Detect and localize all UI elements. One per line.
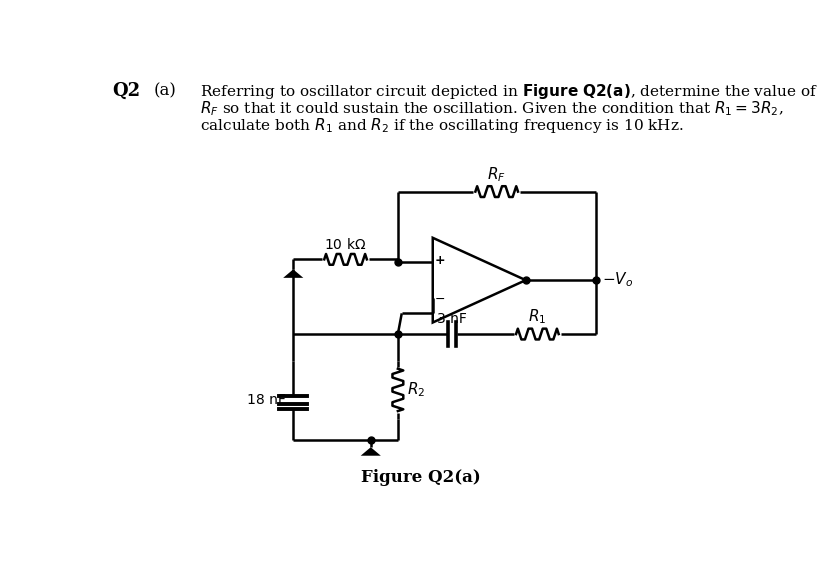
Text: $R_F$ so that it could sustain the oscillation. Given the condition that $R_1 = : $R_F$ so that it could sustain the oscil… <box>200 99 784 118</box>
Polygon shape <box>283 270 304 278</box>
Polygon shape <box>361 447 380 455</box>
Text: $R_2$: $R_2$ <box>407 381 425 399</box>
Text: 10 k$\Omega$: 10 k$\Omega$ <box>324 237 366 252</box>
Text: calculate both $R_1$ and $R_2$ if the oscillating frequency is 10 kHz.: calculate both $R_1$ and $R_2$ if the os… <box>200 116 684 135</box>
Text: 18 nF: 18 nF <box>246 393 285 408</box>
Text: (a): (a) <box>154 82 177 99</box>
Text: Figure Q2(a): Figure Q2(a) <box>361 469 481 486</box>
Text: $R_1$: $R_1$ <box>528 308 547 327</box>
Text: 3 nF: 3 nF <box>437 312 467 327</box>
Text: $-$: $-$ <box>434 292 445 305</box>
Text: +: + <box>434 254 445 267</box>
Text: $-V_o$: $-V_o$ <box>603 271 633 290</box>
Text: $R_F$: $R_F$ <box>487 165 506 184</box>
Text: Referring to oscillator circuit depicted in $\mathbf{Figure\ Q2(a)}$, determine : Referring to oscillator circuit depicted… <box>200 82 818 101</box>
Text: Q2: Q2 <box>112 82 141 100</box>
